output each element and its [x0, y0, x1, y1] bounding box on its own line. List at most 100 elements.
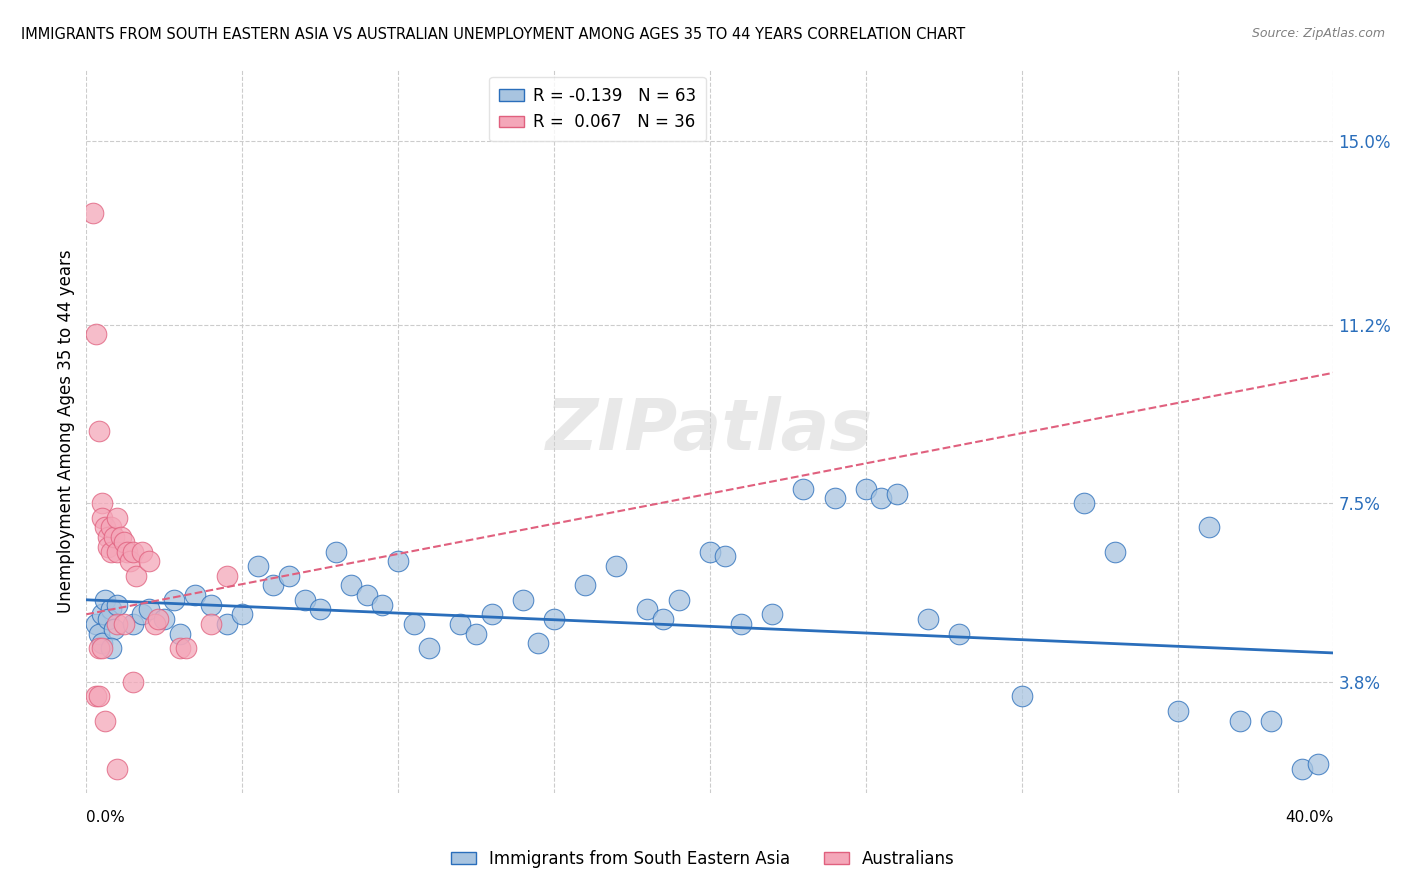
- Point: [90, 636, 112, 650]
- Point: [792, 482, 814, 496]
- Point: [138, 602, 160, 616]
- Text: 40.0%: 40.0%: [1285, 810, 1333, 825]
- Point: [200, 598, 222, 612]
- Point: [90, 607, 112, 622]
- Point: [184, 588, 207, 602]
- Point: [231, 607, 253, 622]
- Point: [543, 612, 565, 626]
- Point: [143, 617, 166, 632]
- Point: [1198, 520, 1220, 534]
- Point: [948, 626, 970, 640]
- Point: [761, 607, 783, 622]
- Point: [714, 549, 737, 564]
- Point: [215, 617, 238, 632]
- Point: [340, 578, 363, 592]
- Y-axis label: Unemployment Among Ages 35 to 44 years: Unemployment Among Ages 35 to 44 years: [58, 249, 75, 613]
- Point: [512, 592, 534, 607]
- Point: [1104, 544, 1126, 558]
- Point: [1260, 714, 1282, 728]
- Point: [87, 424, 110, 438]
- Point: [169, 641, 191, 656]
- Point: [122, 674, 145, 689]
- Point: [637, 602, 659, 616]
- Point: [107, 544, 129, 558]
- Point: [90, 641, 112, 656]
- Point: [1306, 757, 1329, 772]
- Point: [122, 544, 145, 558]
- Point: [481, 607, 503, 622]
- Point: [112, 534, 135, 549]
- Point: [309, 602, 332, 616]
- Point: [1291, 762, 1313, 776]
- Point: [246, 559, 269, 574]
- Point: [112, 617, 135, 632]
- Text: IMMIGRANTS FROM SOUTH EASTERN ASIA VS AUSTRALIAN UNEMPLOYMENT AMONG AGES 35 TO 4: IMMIGRANTS FROM SOUTH EASTERN ASIA VS AU…: [21, 27, 966, 42]
- Point: [107, 598, 129, 612]
- Point: [870, 491, 893, 506]
- Point: [97, 612, 120, 626]
- Point: [824, 491, 846, 506]
- Point: [84, 327, 107, 342]
- Point: [605, 559, 627, 574]
- Text: ZIPatlas: ZIPatlas: [546, 396, 873, 466]
- Point: [94, 714, 117, 728]
- Point: [110, 530, 132, 544]
- Point: [87, 690, 110, 704]
- Point: [107, 510, 129, 524]
- Point: [125, 568, 148, 582]
- Point: [465, 626, 488, 640]
- Point: [100, 520, 122, 534]
- Point: [82, 206, 104, 220]
- Point: [699, 544, 721, 558]
- Point: [215, 568, 238, 582]
- Point: [1166, 704, 1188, 718]
- Point: [449, 617, 471, 632]
- Point: [87, 641, 110, 656]
- Point: [131, 544, 153, 558]
- Point: [107, 617, 129, 632]
- Text: Source: ZipAtlas.com: Source: ZipAtlas.com: [1251, 27, 1385, 40]
- Point: [387, 554, 409, 568]
- Point: [356, 588, 378, 602]
- Point: [146, 612, 169, 626]
- Point: [138, 554, 160, 568]
- Point: [174, 641, 197, 656]
- Point: [103, 530, 125, 544]
- Text: 0.0%: 0.0%: [86, 810, 125, 825]
- Point: [262, 578, 284, 592]
- Point: [94, 520, 117, 534]
- Point: [122, 617, 145, 632]
- Point: [371, 598, 394, 612]
- Point: [574, 578, 596, 592]
- Point: [200, 617, 222, 632]
- Point: [1011, 690, 1033, 704]
- Point: [94, 592, 117, 607]
- Point: [118, 554, 141, 568]
- Point: [418, 641, 440, 656]
- Point: [652, 612, 675, 626]
- Point: [402, 617, 425, 632]
- Point: [278, 568, 301, 582]
- Point: [115, 544, 138, 558]
- Point: [730, 617, 752, 632]
- Point: [886, 486, 908, 500]
- Point: [100, 641, 122, 656]
- Point: [84, 690, 107, 704]
- Point: [153, 612, 176, 626]
- Point: [97, 530, 120, 544]
- Legend: R = -0.139   N = 63, R =  0.067   N = 36: R = -0.139 N = 63, R = 0.067 N = 36: [489, 77, 706, 141]
- Point: [103, 622, 125, 636]
- Point: [100, 544, 122, 558]
- Point: [87, 626, 110, 640]
- Point: [131, 607, 153, 622]
- Point: [855, 482, 877, 496]
- Point: [84, 617, 107, 632]
- Point: [162, 592, 184, 607]
- Point: [169, 626, 191, 640]
- Point: [90, 510, 112, 524]
- Point: [527, 636, 550, 650]
- Point: [1229, 714, 1251, 728]
- Point: [100, 602, 122, 616]
- Point: [90, 496, 112, 510]
- Point: [97, 540, 120, 554]
